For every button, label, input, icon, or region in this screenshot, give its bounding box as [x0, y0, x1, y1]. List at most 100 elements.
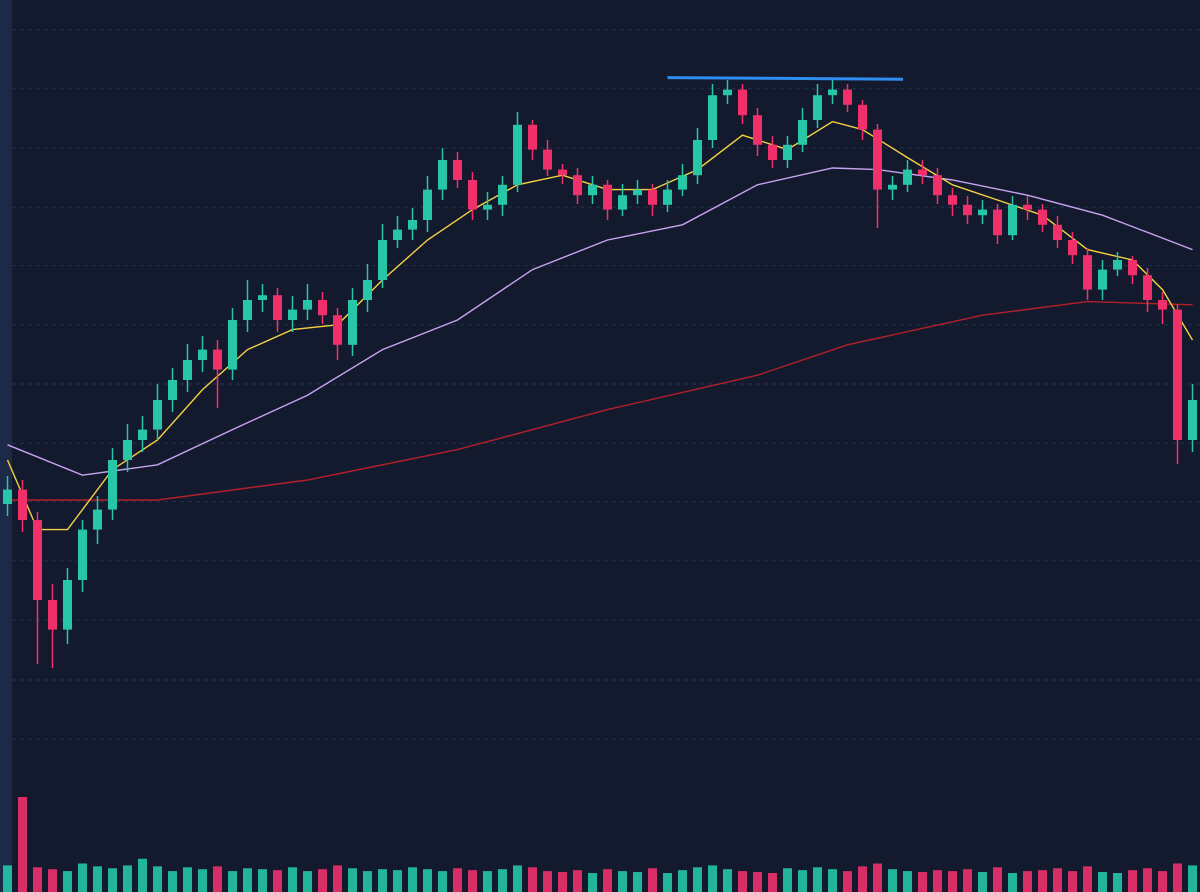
volume-bar [228, 871, 237, 892]
candle-body [243, 300, 252, 320]
volume-bar [678, 870, 687, 892]
volume-bar [243, 868, 252, 892]
candle-body [528, 124, 537, 150]
volume-bar [933, 870, 942, 892]
candle-body [798, 120, 807, 145]
volume-bar [858, 866, 867, 892]
candle-body [318, 300, 327, 316]
candle-body [993, 209, 1002, 236]
candle-body [513, 124, 522, 185]
volume-bar [798, 870, 807, 892]
volume-bar [1038, 870, 1047, 892]
candle-body [1083, 255, 1092, 290]
candle-body [1143, 275, 1152, 300]
volume-bar [978, 872, 987, 892]
candle-body [918, 169, 927, 176]
volume-bar [93, 866, 102, 892]
volume-bar [1008, 873, 1017, 892]
volume-bar [48, 869, 57, 892]
candle-body [108, 460, 117, 510]
volume-bar [573, 870, 582, 892]
candle-body [393, 229, 402, 240]
volume-bar [348, 868, 357, 892]
candle-body [1113, 260, 1122, 270]
candle-body [708, 95, 717, 140]
candle-body [498, 184, 507, 205]
candle-body [768, 144, 777, 160]
moving-average [7, 300, 1193, 501]
candle-body [753, 115, 762, 145]
volume-bar [483, 871, 492, 892]
candle-body [468, 180, 477, 210]
volume-bar [903, 871, 912, 892]
candle-body [873, 129, 882, 190]
volume-bar [423, 869, 432, 892]
candle-body [603, 184, 612, 210]
left-strip [0, 0, 12, 892]
candle-body [678, 175, 687, 190]
candle-body [543, 149, 552, 170]
volume-bar [33, 867, 42, 892]
volume-bar [768, 873, 777, 892]
candle-body [888, 184, 897, 190]
volume-bar [168, 871, 177, 892]
volume-bar [123, 865, 132, 892]
candle-body [1098, 269, 1107, 290]
volume-bar [708, 865, 717, 892]
candle-body [813, 95, 822, 120]
volume-bar [153, 866, 162, 892]
volume-bar [1098, 872, 1107, 892]
candle-body [33, 520, 42, 600]
moving-average [7, 167, 1193, 476]
volume-bar [738, 871, 747, 892]
volume-bar [378, 869, 387, 892]
candle-body [1188, 400, 1197, 440]
candle-body [363, 280, 372, 300]
volume-bar [813, 867, 822, 892]
volume-bar [213, 866, 222, 892]
volume-bar [528, 867, 537, 892]
candle-body [948, 195, 957, 205]
volume-bar [1068, 871, 1077, 892]
volume-bar [918, 872, 927, 892]
volume-bar [468, 870, 477, 892]
trendline [667, 76, 904, 81]
volume-bar [78, 863, 87, 892]
volume-bar [333, 865, 342, 892]
volume-bar [603, 869, 612, 892]
volume-bar [408, 867, 417, 892]
candle-body [1158, 300, 1167, 310]
volume-bar [1128, 870, 1137, 892]
candle-body [1068, 240, 1077, 256]
volume-bar [18, 797, 27, 892]
volume-bar [648, 868, 657, 892]
candle-body [408, 220, 417, 230]
volume-bar [363, 871, 372, 892]
volume-bar [948, 871, 957, 892]
candle-body [558, 169, 567, 176]
candle-body [273, 295, 282, 320]
volume-bar [273, 870, 282, 892]
volume-bar [588, 873, 597, 892]
volume-bar [453, 868, 462, 892]
candle-body [903, 169, 912, 185]
candle-body [1008, 204, 1017, 236]
candle-body [1023, 204, 1032, 210]
candle-body [198, 349, 207, 360]
candle-body [783, 144, 792, 160]
candle-body [303, 300, 312, 310]
volume-bar [303, 871, 312, 892]
candle-body [93, 509, 102, 530]
volume-bar [753, 872, 762, 892]
candle-body [963, 204, 972, 216]
candle-body [1173, 309, 1182, 440]
candle-body [138, 429, 147, 440]
volume-bar [108, 868, 117, 892]
volume-bar [723, 869, 732, 892]
volume-bar [258, 869, 267, 892]
candle-body [858, 104, 867, 130]
volume-bar [1053, 868, 1062, 892]
volume-bar [693, 867, 702, 892]
